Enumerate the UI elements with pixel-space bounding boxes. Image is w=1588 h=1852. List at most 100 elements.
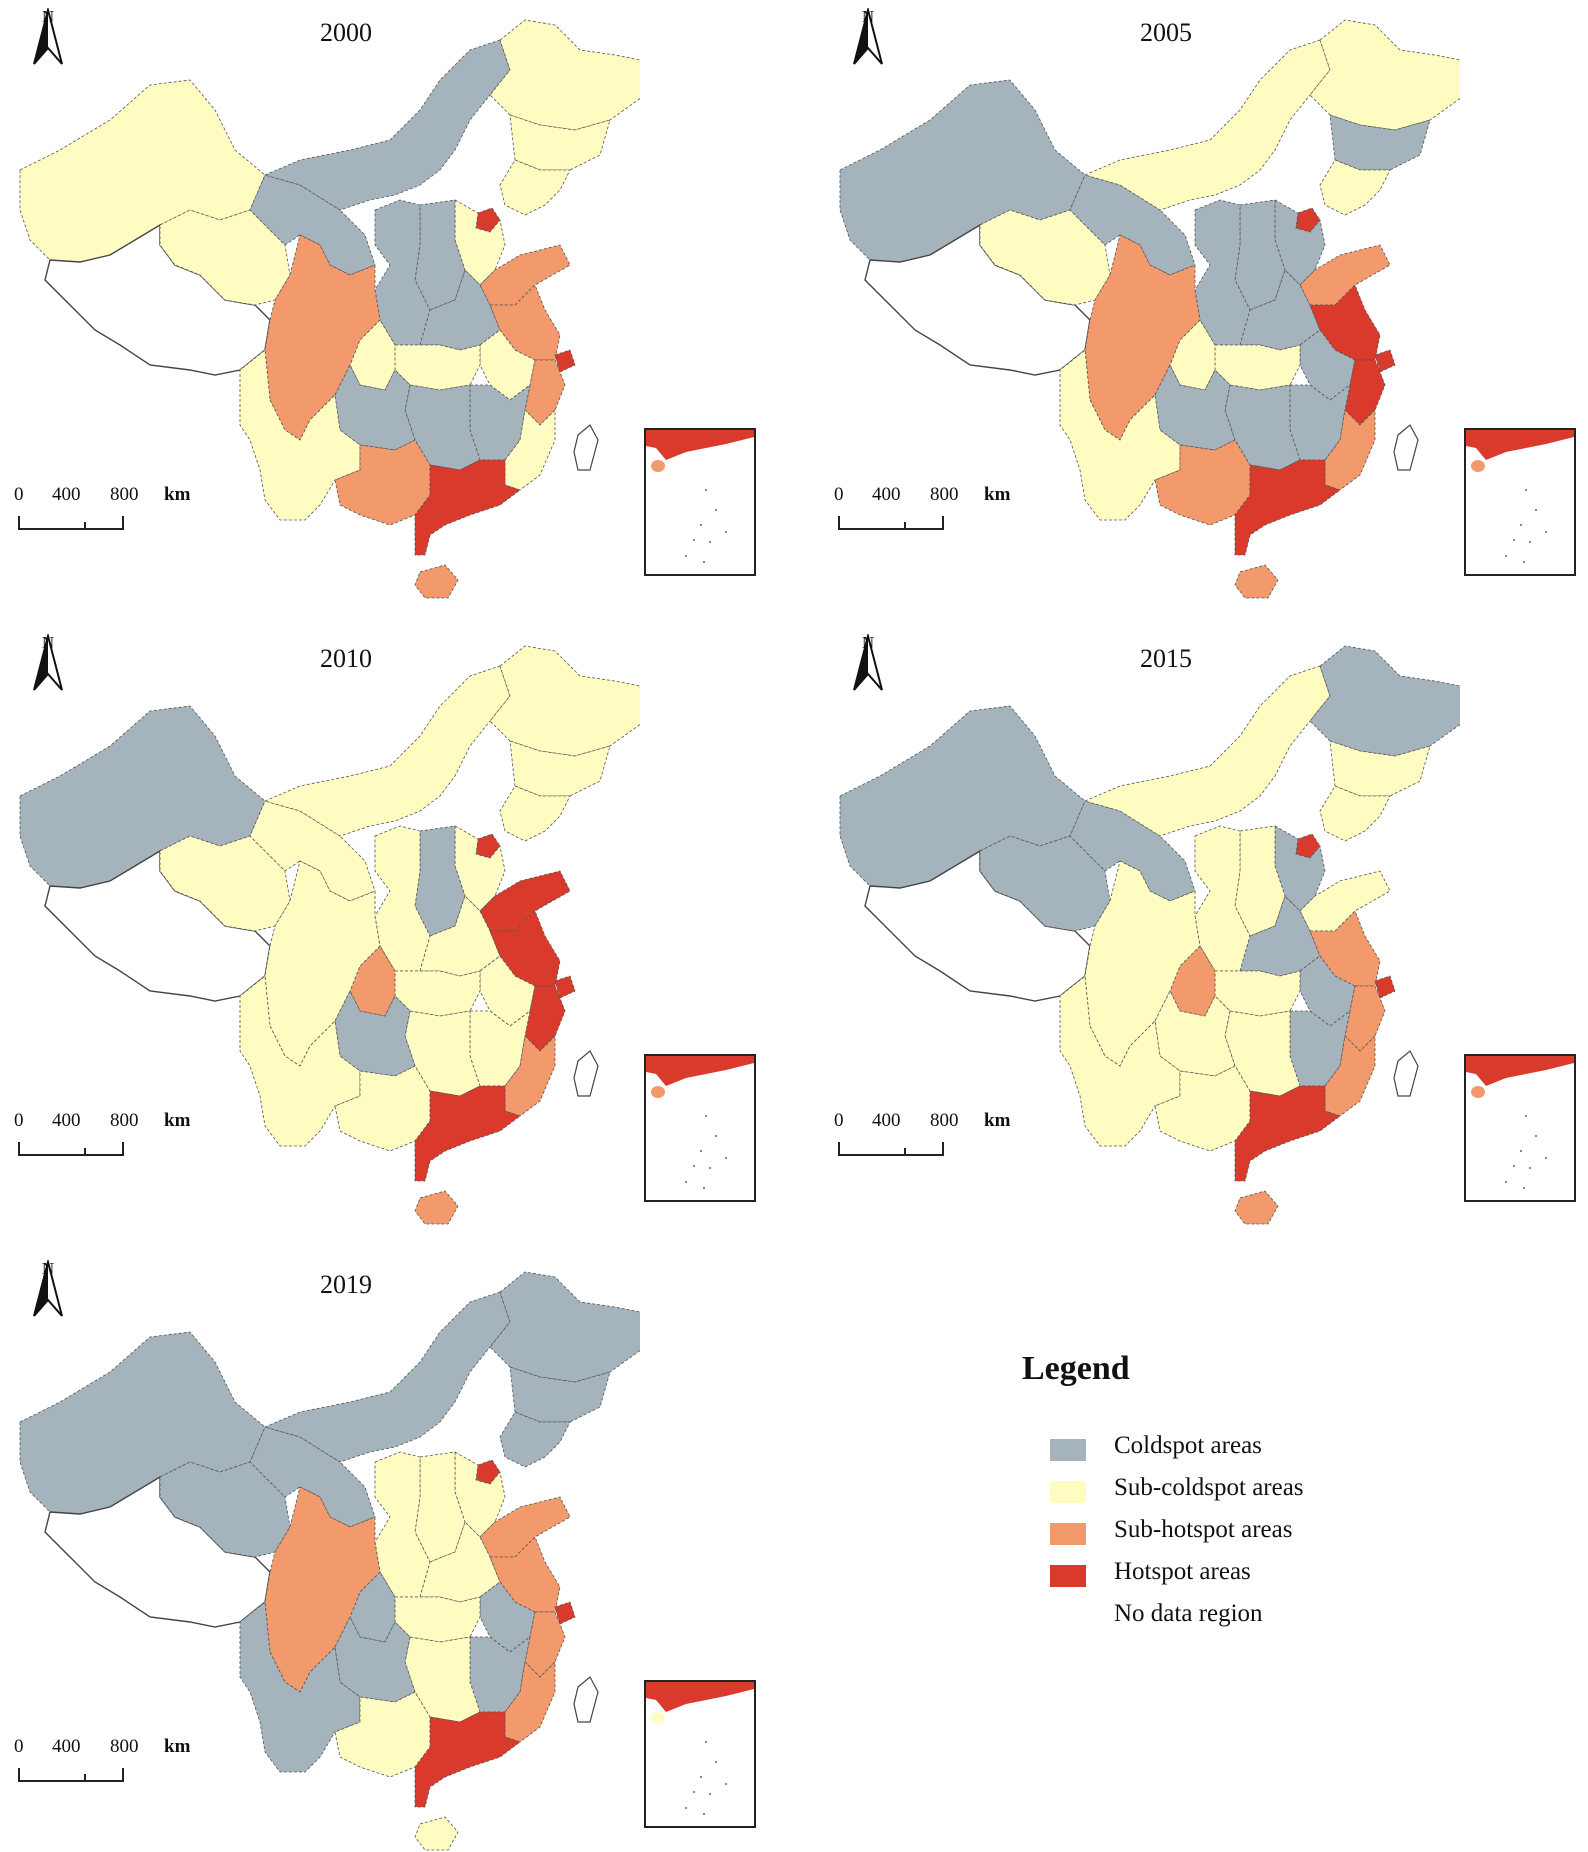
- province-shandong: [479, 244, 571, 306]
- province-gansu: [1069, 174, 1196, 276]
- south-china-sea-inset: [644, 1054, 756, 1202]
- province-jiangsu: [489, 284, 561, 361]
- province-sichuan: [264, 860, 381, 1067]
- inset-dot: [1525, 489, 1527, 491]
- choropleth-map: [839, 19, 1460, 599]
- legend-item-hotspot: Hotspot areas: [1050, 1558, 1410, 1594]
- province-hainan: [414, 1816, 459, 1851]
- island-outline: [1393, 1050, 1419, 1097]
- province-liaoning: [499, 159, 571, 216]
- province-shandong: [1299, 244, 1391, 306]
- island-outline: [573, 424, 599, 471]
- map-year: 2000: [320, 18, 372, 47]
- inset-dot: [705, 1115, 707, 1117]
- province-fujian: [1324, 1035, 1376, 1117]
- province-guangdong: [414, 459, 521, 556]
- legend-swatch: [1050, 1523, 1086, 1545]
- province-guangdong: [1234, 1085, 1341, 1182]
- province-shanghai: [554, 1601, 576, 1625]
- inset-dot: [715, 509, 717, 511]
- legend-item-coldspot: Coldspot areas: [1050, 1432, 1410, 1468]
- scale-tick: 400: [52, 1110, 81, 1131]
- scale-bar: 0 400 800 km: [14, 484, 204, 534]
- north-arrow: N: [28, 1260, 68, 1340]
- province-shanxi: [1234, 199, 1286, 311]
- inset-dot: [1529, 541, 1531, 543]
- province-fujian: [504, 1035, 556, 1117]
- inset-dot: [700, 524, 702, 526]
- inset-dot: [709, 1793, 711, 1795]
- province-guangdong: [1234, 459, 1341, 556]
- scale-tick: 800: [110, 484, 139, 505]
- inset-dot: [1505, 1181, 1507, 1183]
- scale-unit: km: [984, 1110, 1011, 1131]
- inset-dot: [1520, 524, 1522, 526]
- inset-dot: [1523, 561, 1525, 563]
- province-guangxi: [1154, 1065, 1251, 1152]
- scale-unit: km: [164, 484, 191, 505]
- legend: Legend Coldspot areas Sub-coldspot areas…: [1010, 1350, 1410, 1650]
- province-zhejiang: [1344, 985, 1386, 1052]
- inset-dot: [700, 1150, 702, 1152]
- inset-dot: [709, 1167, 711, 1169]
- province-liaoning: [1319, 785, 1391, 842]
- province-shanghai: [1374, 349, 1396, 373]
- inset-dot: [700, 1776, 702, 1778]
- scale-tick: 400: [872, 1110, 901, 1131]
- province-hainan: [1234, 1190, 1279, 1225]
- province-gansu: [249, 800, 376, 902]
- inset-dot: [1513, 539, 1515, 541]
- north-arrow-icon: [853, 8, 883, 65]
- province-zhejiang: [1344, 359, 1386, 426]
- legend-swatch: [1050, 1481, 1086, 1503]
- province-shandong: [1299, 870, 1391, 932]
- province-yunnan: [239, 975, 361, 1147]
- province-chongqing: [1169, 945, 1216, 1017]
- province-guizhou: [1154, 364, 1236, 451]
- province-jilin: [1329, 740, 1431, 797]
- province-zhejiang: [524, 1611, 566, 1678]
- province-hainan: [414, 564, 459, 599]
- inset-coast: [646, 1682, 754, 1712]
- north-arrow-icon: [33, 1260, 63, 1317]
- inset-dot: [1535, 1135, 1537, 1137]
- province-jiangsu: [489, 1536, 561, 1613]
- inset-dot: [705, 489, 707, 491]
- province-inner-mongolia: [263, 39, 511, 211]
- inset-dot: [685, 1807, 687, 1809]
- inset-dot: [715, 1135, 717, 1137]
- province-inner-mongolia: [263, 665, 511, 837]
- inset-dot: [685, 1181, 687, 1183]
- map-panel-2000: N 2000 0 400 800 km: [0, 0, 760, 600]
- inset-dot: [703, 1187, 705, 1189]
- province-shanxi: [1234, 825, 1286, 937]
- inset-island: [651, 1712, 665, 1724]
- inset-dot: [703, 561, 705, 563]
- province-guangxi: [334, 439, 431, 526]
- province-jilin: [1329, 114, 1431, 171]
- scale-unit: km: [984, 484, 1011, 505]
- legend-swatch: [1050, 1565, 1086, 1587]
- north-arrow: N: [848, 8, 888, 88]
- scale-tick: 400: [52, 484, 81, 505]
- inset-dot: [1523, 1187, 1525, 1189]
- scale-tick: 400: [872, 484, 901, 505]
- legend-label: Coldspot areas: [1114, 1432, 1262, 1459]
- province-shanghai: [554, 975, 576, 999]
- province-xinjiang: [19, 705, 266, 889]
- province-shanghai: [1374, 975, 1396, 999]
- inset-dot: [725, 1157, 727, 1159]
- inset-coast: [646, 1056, 754, 1086]
- province-jiangsu: [1309, 284, 1381, 361]
- north-arrow: N: [28, 8, 68, 88]
- north-arrow-icon: [853, 634, 883, 691]
- scale-tick: 400: [52, 1736, 81, 1757]
- inset-dot: [1545, 531, 1547, 533]
- legend-swatch: [1050, 1439, 1086, 1461]
- province-fujian: [1324, 409, 1376, 491]
- province-inner-mongolia: [263, 1291, 511, 1463]
- inset-dot: [709, 541, 711, 543]
- scale-line: [18, 516, 124, 530]
- province-fujian: [504, 409, 556, 491]
- scale-tick: 0: [14, 484, 24, 505]
